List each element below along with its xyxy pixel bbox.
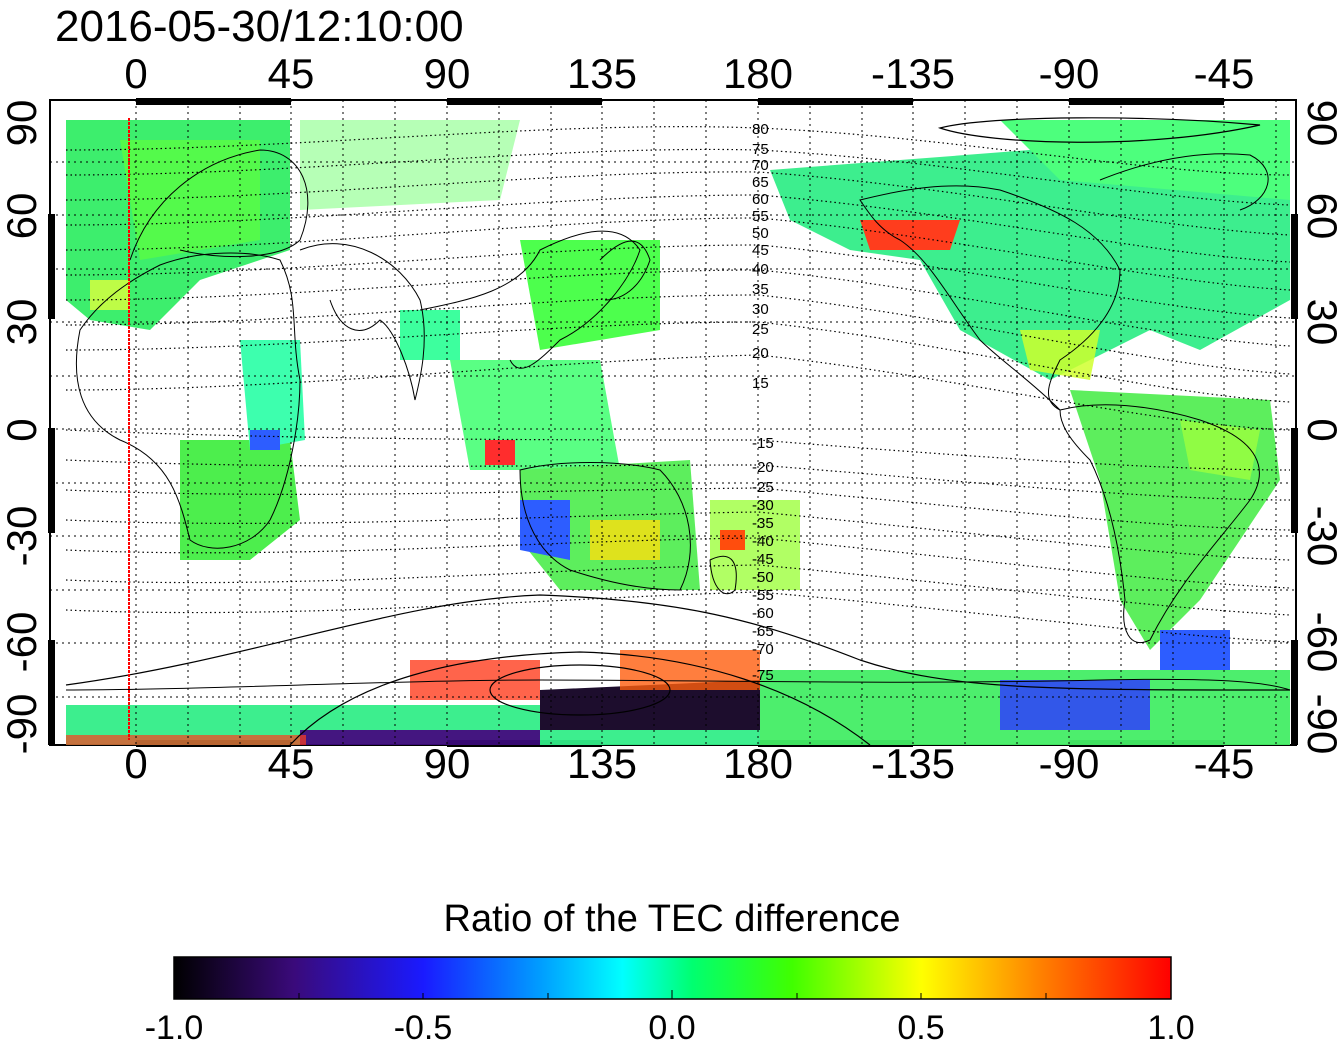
lon-tick-top: 45 (267, 50, 315, 97)
maglat-label: -45 (752, 551, 774, 568)
maglat-label: -75 (752, 667, 774, 684)
lon-tick-bottom: 0 (124, 740, 148, 787)
maglat-label: 30 (752, 301, 769, 318)
maglat-label: 25 (752, 321, 769, 338)
lon-tick-bottom: 45 (267, 740, 315, 787)
lon-tick-top: 135 (566, 50, 638, 97)
maglat-label: -70 (752, 641, 774, 658)
lon-tick-bottom: 135 (566, 740, 638, 787)
maglat-label: 80 (752, 121, 769, 138)
magnetic-contours-solid (65, 117, 1291, 746)
lon-tick-bottom: -45 (1193, 740, 1255, 787)
colorbar-tick-label: -1.0 (144, 1009, 204, 1047)
maglat-label: 60 (752, 191, 769, 208)
lon-tick-top: 90 (423, 50, 471, 97)
lon-tick-bottom: -90 (1038, 740, 1100, 787)
lon-tick-top: -90 (1038, 50, 1100, 97)
maglat-label: -55 (752, 587, 774, 604)
colorbar-tick-label: 1.0 (1147, 1009, 1195, 1047)
map-title: 2016-05-30/12:10:00 (55, 2, 464, 51)
magnetic-latitude-contours (65, 126, 1291, 643)
maglat-label: -30 (752, 497, 774, 514)
maglat-label: -40 (752, 533, 774, 550)
lon-tick-top: 180 (722, 50, 794, 97)
tec-data-layer (66, 120, 1290, 745)
maglat-label: -20 (752, 459, 774, 476)
maglat-label: 70 (752, 157, 769, 174)
colorbar-tick-label: -0.5 (393, 1009, 453, 1047)
coastlines (65, 149, 1291, 691)
maglat-labels-north: 80 75 70 65 60 55 50 45 40 35 30 25 20 1… (752, 121, 769, 392)
maglat-label: 75 (752, 141, 769, 158)
lon-tick-top: -135 (870, 50, 956, 97)
maglat-label: -65 (752, 623, 774, 640)
maglat-label: -25 (752, 479, 774, 496)
map-grid (50, 100, 1296, 745)
lat-tick-right: -90 (1299, 693, 1344, 755)
colorbar-tick-label: 0.0 (648, 1009, 696, 1047)
lon-tick-bottom: -135 (870, 740, 956, 787)
lon-tick-top: -45 (1193, 50, 1255, 97)
maglat-label: 45 (752, 242, 769, 259)
maglat-label: -35 (752, 515, 774, 532)
lon-tick-bottom: 90 (423, 740, 471, 787)
maglat-label: 65 (752, 174, 769, 191)
lat-tick-left: -90 (0, 693, 45, 755)
maglat-label: 50 (752, 225, 769, 242)
lon-tick-top: 0 (124, 50, 148, 97)
maglat-label: 55 (752, 208, 769, 225)
maglat-label: 35 (752, 281, 769, 298)
maglat-label: -15 (752, 435, 774, 452)
maglat-label: 40 (752, 261, 769, 278)
lon-tick-bottom: 180 (722, 740, 794, 787)
maglat-label: -60 (752, 605, 774, 622)
maglat-label: -50 (752, 569, 774, 586)
colorbar-ticks (298, 990, 1047, 999)
maglat-label: 20 (752, 345, 769, 362)
colorbar-tick-label: 0.5 (897, 1009, 945, 1047)
maglat-labels-south: -15 -20 -25 -30 -35 -40 -45 -50 -55 -60 … (752, 435, 774, 684)
maglat-label: 15 (752, 375, 769, 392)
colorbar-title: Ratio of the TEC difference (443, 898, 901, 940)
